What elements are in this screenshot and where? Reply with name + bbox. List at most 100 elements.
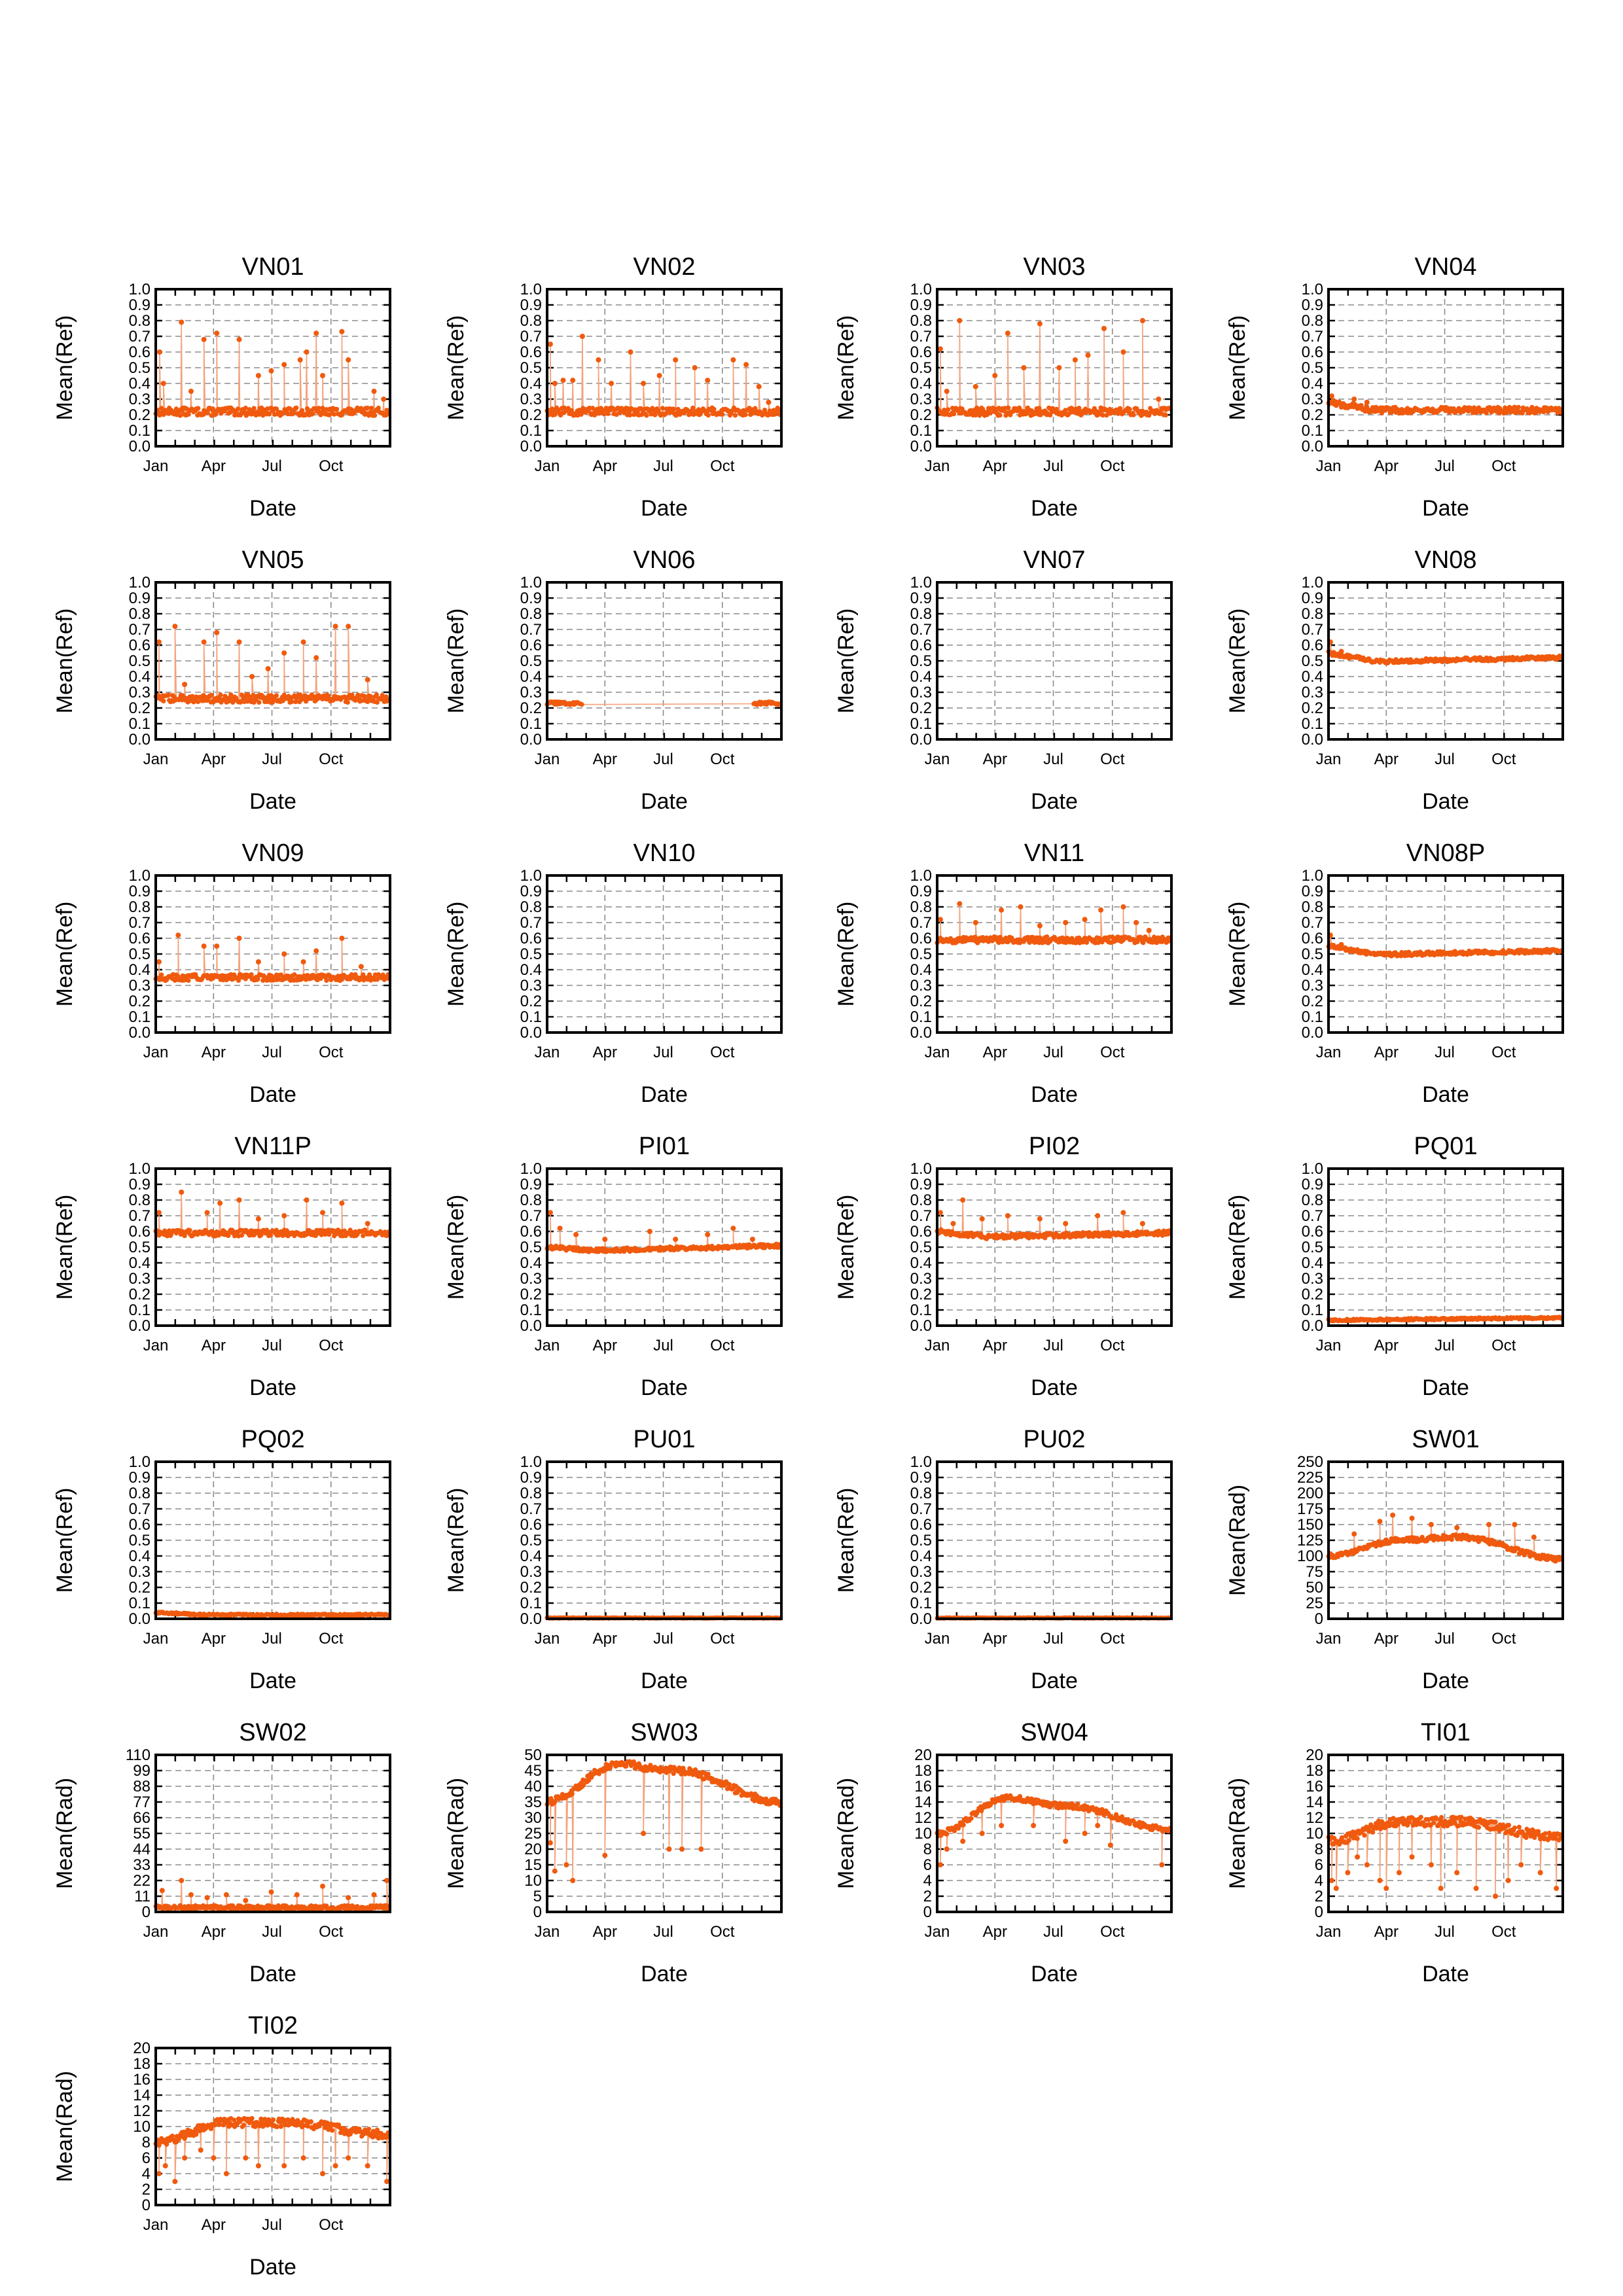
y-axis-label: Mean(Ref) bbox=[444, 902, 469, 1007]
data-point bbox=[320, 373, 325, 378]
data-point bbox=[1037, 406, 1042, 411]
data-point bbox=[1120, 1210, 1126, 1216]
data-point bbox=[161, 698, 166, 703]
data-point bbox=[1037, 1216, 1043, 1222]
plot-frame bbox=[936, 288, 1173, 448]
data-point bbox=[297, 357, 303, 362]
data-point bbox=[641, 381, 647, 386]
y-tick-label: 0.1 bbox=[520, 715, 542, 733]
y-tick-label: 0.5 bbox=[910, 359, 932, 377]
data-point bbox=[1063, 408, 1068, 413]
y-tick-label: 1.0 bbox=[910, 867, 932, 885]
y-tick-label: 0.3 bbox=[129, 391, 151, 408]
y-axis-label: Mean(Ref) bbox=[52, 1195, 77, 1300]
y-tick-label: 1.0 bbox=[910, 574, 932, 592]
data-point bbox=[1127, 406, 1132, 412]
y-tick-label: 0.5 bbox=[1302, 359, 1323, 377]
x-tick-label: Jul bbox=[1043, 751, 1063, 768]
x-tick-label: Apr bbox=[1374, 1044, 1399, 1061]
x-tick-label: Jan bbox=[925, 751, 950, 768]
y-tick-label: 1.0 bbox=[129, 574, 151, 592]
chart-vn07: VN07 0.00.10.20.30.40.50.60.70.80.91.0 Jan… bbox=[834, 546, 1173, 814]
x-tick-label: Jul bbox=[262, 1337, 282, 1354]
data-point bbox=[186, 978, 191, 983]
y-tick-label: 0.0 bbox=[520, 1610, 542, 1628]
y-tick-label: 1.0 bbox=[520, 574, 542, 592]
data-point bbox=[972, 383, 978, 389]
data-point bbox=[204, 1210, 210, 1216]
data-point bbox=[1133, 920, 1139, 925]
chart-title: VN08 bbox=[1414, 546, 1476, 574]
y-tick-label: 0.8 bbox=[129, 605, 151, 623]
x-tick-label: Oct bbox=[1491, 1337, 1516, 1354]
x-axis-label: Date bbox=[249, 1669, 296, 1693]
data-point bbox=[175, 932, 181, 938]
data-point bbox=[381, 397, 387, 402]
x-tick-label: Jan bbox=[925, 457, 950, 475]
data-point bbox=[313, 330, 319, 336]
y-tick-label: 0.8 bbox=[910, 898, 932, 916]
y-tick-label: 0.0 bbox=[129, 1610, 151, 1628]
x-tick-label: Jan bbox=[535, 1337, 560, 1354]
y-tick-label: 1.0 bbox=[1302, 867, 1323, 885]
y-tick-label: 0.7 bbox=[129, 621, 151, 639]
data-point bbox=[374, 692, 380, 698]
y-tick-label: 1.0 bbox=[910, 281, 932, 298]
chart-pq02: PQ02 0.00.10.20.30.40.50.60.70.80.91.0 Jan… bbox=[52, 1426, 391, 1693]
x-tick-label: Apr bbox=[593, 1044, 617, 1061]
data-point bbox=[281, 362, 287, 368]
y-tick-label: 0.1 bbox=[1302, 1301, 1323, 1319]
data-point bbox=[274, 693, 279, 698]
x-tick-label: Apr bbox=[202, 1630, 226, 1648]
y-tick-label: 0.2 bbox=[129, 1286, 151, 1303]
y-axis-label: Mean(Ref) bbox=[52, 315, 77, 421]
data-point bbox=[937, 346, 943, 352]
data-point bbox=[950, 1221, 956, 1226]
y-tick-label: 0.8 bbox=[520, 1192, 542, 1209]
y-tick-label: 0.7 bbox=[520, 914, 542, 932]
data-point bbox=[730, 1226, 736, 1231]
x-tick-label: Oct bbox=[319, 1044, 344, 1061]
y-tick-label: 0.6 bbox=[520, 1516, 542, 1534]
y-tick-label: 0.2 bbox=[129, 699, 151, 717]
data-point bbox=[596, 357, 601, 362]
chart-vn11p: VN11P 0.00.10.20.30.40.50.60.70.80.91.0 Ja… bbox=[52, 1133, 391, 1400]
chart-pq01: PQ01 0.00.10.20.30.40.50.60.70.80.91.0 Jan… bbox=[1225, 1133, 1564, 1400]
y-tick-label: 0.3 bbox=[1302, 391, 1323, 408]
data-point bbox=[182, 1233, 187, 1239]
data-point bbox=[294, 405, 299, 410]
plot-frame bbox=[154, 288, 391, 448]
chart-vn02: VN02 0.00.10.20.30.40.50.60.70.80.91.0 Jan… bbox=[444, 253, 783, 521]
y-tick-label: 0.8 bbox=[910, 312, 932, 330]
data-point bbox=[1156, 397, 1162, 402]
data-point bbox=[1072, 357, 1078, 362]
y-tick-label: 0.8 bbox=[1302, 605, 1323, 623]
x-tick-label: Apr bbox=[593, 1337, 617, 1354]
y-tick-label: 0.3 bbox=[1302, 684, 1323, 701]
y-tick-label: 1.0 bbox=[520, 281, 542, 298]
y-tick-label: 0.3 bbox=[910, 391, 932, 408]
y-tick-label: 0.7 bbox=[520, 1500, 542, 1518]
y-tick-label: 0.2 bbox=[129, 1579, 151, 1597]
y-tick-label: 0.6 bbox=[520, 930, 542, 947]
data-point bbox=[304, 349, 310, 355]
chart-vn06: VN06 0.00.10.20.30.40.50.60.70.80.91.0 Jan… bbox=[444, 546, 783, 814]
data-point bbox=[281, 650, 287, 656]
y-tick-label: 0.3 bbox=[1302, 977, 1323, 995]
data-point bbox=[243, 405, 248, 411]
data-point bbox=[1146, 928, 1152, 933]
data-point bbox=[332, 624, 338, 629]
data-point bbox=[313, 948, 319, 954]
data-point bbox=[260, 413, 266, 418]
y-tick-label: 0.9 bbox=[910, 1176, 932, 1193]
y-tick-label: 0.0 bbox=[910, 731, 932, 749]
y-tick-label: 0.6 bbox=[910, 930, 932, 947]
data-point bbox=[1359, 402, 1364, 408]
data-point bbox=[196, 406, 201, 411]
y-tick-label: 0.1 bbox=[910, 422, 932, 440]
y-tick-label: 0.7 bbox=[520, 1207, 542, 1225]
y-tick-label: 0.8 bbox=[520, 1485, 542, 1502]
y-tick-label: 0.9 bbox=[910, 883, 932, 900]
y-tick-label: 0.4 bbox=[910, 375, 932, 393]
chart-vn10: VN10 0.00.10.20.30.40.50.60.70.80.91.0 Jan… bbox=[444, 839, 783, 1107]
